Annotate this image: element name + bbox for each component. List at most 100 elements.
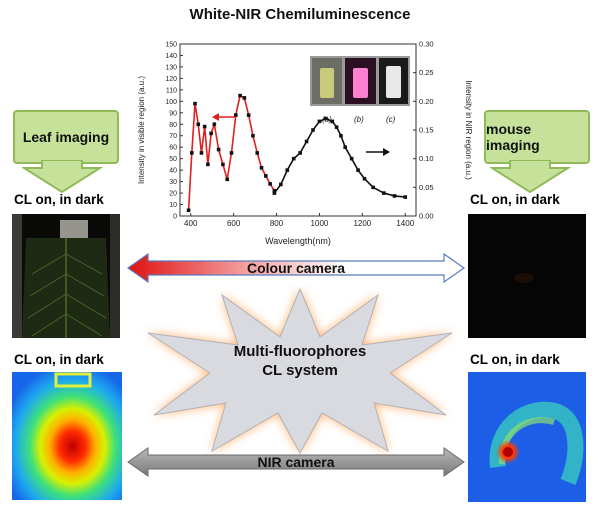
y-right-tick-label: 0.15 — [419, 126, 434, 135]
y-left-tick-label: 130 — [165, 64, 177, 71]
data-point-NIR — [285, 168, 290, 172]
y-left-tick-label: 100 — [165, 99, 177, 106]
x-tick-label: 800 — [270, 219, 284, 228]
data-point-visible — [225, 177, 229, 182]
data-point-visible — [209, 131, 213, 136]
y-right-tick-label: 0.20 — [419, 97, 434, 106]
y-right-tick-label: 0.05 — [419, 183, 434, 192]
data-point-NIR — [371, 185, 375, 190]
y-right-tick-label: 0.30 — [419, 40, 434, 49]
data-point-visible — [216, 147, 221, 152]
data-point-NIR — [356, 168, 360, 172]
x-axis-label: Wavelength(nm) — [265, 236, 331, 246]
data-point-visible — [238, 93, 242, 98]
data-point-NIR — [311, 128, 315, 132]
cl-system-line1: Multi-fluorophores — [233, 343, 367, 360]
y-left-tick-label: 20 — [169, 191, 177, 198]
data-point-visible — [255, 151, 260, 155]
data-point-visible — [199, 151, 204, 155]
data-point-visible — [264, 174, 268, 178]
data-point-visible — [221, 162, 225, 167]
cl-system-text: Multi-fluorophores CL system — [210, 342, 390, 380]
data-point-visible — [268, 182, 272, 186]
mouse-callout-pointer — [490, 160, 572, 194]
y-right-tick-label: 0.00 — [419, 212, 434, 221]
data-point-visible — [202, 124, 207, 129]
x-tick-label: 600 — [227, 219, 241, 228]
cl-system-line2: CL system — [262, 362, 338, 379]
y-left-tick-label: 80 — [169, 122, 177, 129]
y-right-tick-label: 0.10 — [419, 154, 434, 163]
data-point-NIR — [317, 119, 322, 124]
nir-camera-arrow — [127, 447, 465, 477]
data-point-visible — [246, 113, 251, 117]
inset-label-b: (b) — [354, 115, 364, 124]
data-point-visible — [212, 122, 217, 127]
y-left-tick-label: 60 — [169, 145, 177, 152]
data-point-visible — [186, 208, 191, 213]
data-point-NIR — [362, 176, 367, 181]
data-point-NIR — [291, 156, 296, 161]
vial-inset — [310, 56, 410, 106]
y-left-tick-label: 70 — [169, 133, 177, 140]
inset-label-c: (c) — [386, 115, 396, 124]
y-left-tick-label: 10 — [169, 202, 177, 209]
data-point-visible — [259, 166, 264, 170]
data-point-NIR — [382, 191, 386, 195]
y-right-tick-label: 0.25 — [419, 68, 434, 77]
data-point-visible — [196, 122, 201, 127]
data-point-NIR — [392, 194, 397, 198]
nir-axis-arrow — [366, 148, 390, 156]
data-point-visible — [193, 101, 197, 106]
y-left-tick-label: 140 — [165, 53, 177, 60]
y-axis-left-label: Intensity in visible region (a.u.) — [137, 76, 146, 184]
x-tick-label: 1200 — [353, 219, 371, 228]
data-point-NIR — [272, 191, 277, 195]
x-tick-label: 1400 — [396, 219, 414, 228]
data-point-NIR — [324, 116, 328, 121]
mouse-color-photo — [468, 214, 586, 338]
data-point-NIR — [330, 119, 335, 124]
y-left-tick-label: 110 — [166, 87, 177, 94]
data-point-visible — [229, 151, 234, 155]
y-left-tick-label: 90 — [169, 110, 177, 117]
data-point-visible — [206, 162, 210, 167]
y-left-tick-label: 40 — [169, 168, 177, 175]
mouse-imaging-callout: mouse imaging — [484, 110, 590, 164]
leaf-nir-photo — [12, 372, 122, 500]
data-point-NIR — [334, 125, 339, 129]
colour-camera-arrow — [126, 252, 466, 284]
leaf-color-photo — [12, 214, 120, 338]
y-left-tick-label: 150 — [165, 42, 177, 49]
spectrum-chart: 0 10 20 30 40 50 60 70 80 90 100 110 120 130 140 150 0.… — [137, 40, 472, 247]
leaf-imaging-callout: Leaf imaging — [13, 110, 119, 164]
nir-camera-label: NIR camera — [257, 454, 335, 470]
y-left-tick-label: 50 — [169, 156, 177, 163]
data-point-NIR — [304, 139, 309, 144]
cl-system-starburst — [147, 287, 453, 455]
leaf-color-label: CL on, in dark — [14, 192, 104, 207]
data-point-NIR — [298, 151, 302, 155]
data-point-NIR — [403, 195, 408, 199]
leaf-callout-pointer — [22, 160, 104, 194]
data-point-NIR — [339, 133, 343, 138]
y-axis-right-label: Intensity in NIR region (a.u.) — [464, 80, 472, 180]
data-point-NIR — [343, 145, 347, 149]
data-point-visible — [190, 151, 194, 155]
y-left-tick-label: 120 — [165, 76, 177, 83]
mouse-color-label: CL on, in dark — [470, 192, 560, 207]
data-point-visible — [251, 133, 255, 138]
data-point-visible — [242, 96, 247, 100]
data-point-visible — [272, 188, 277, 193]
data-point-NIR — [279, 182, 283, 187]
y-left-tick-label: 30 — [169, 179, 177, 186]
x-tick-label: 1000 — [311, 219, 329, 228]
visible-axis-arrow — [212, 113, 236, 121]
x-tick-label: 400 — [184, 219, 198, 228]
mouse-nir-label: CL on, in dark — [470, 352, 560, 367]
y-left-tick-label: 0 — [173, 214, 177, 221]
colour-camera-label: Colour camera — [246, 260, 346, 276]
data-point-visible — [233, 113, 238, 117]
data-point-NIR — [349, 156, 354, 161]
mouse-nir-photo — [468, 372, 586, 502]
